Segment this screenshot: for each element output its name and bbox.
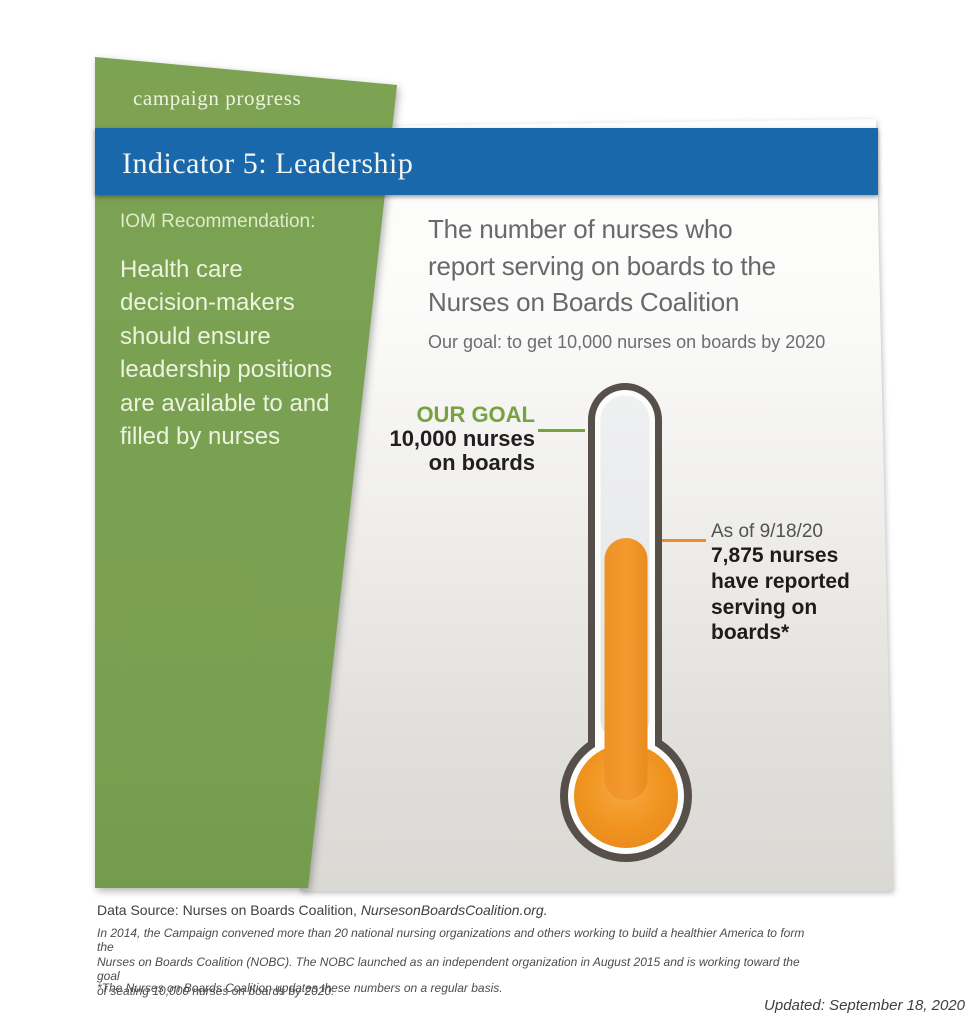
goal-label-group: OUR GOAL 10,000 nurses on boards (335, 403, 535, 474)
data-source-link: NursesonBoardsCoalition.org. (360, 902, 548, 918)
data-source: Data Source: Nurses on Boards Coalition,… (97, 902, 548, 918)
current-label-group: As of 9/18/20 7,875 nurses have reported… (711, 521, 881, 646)
current-as-of: As of 9/18/20 (711, 521, 823, 542)
goal-value: 10,000 nurses on boards (389, 426, 535, 475)
goal-label: OUR GOAL (416, 402, 535, 427)
main-subtitle: Our goal: to get 10,000 nurses on boards… (428, 332, 826, 352)
about-note: In 2014, the Campaign convened more than… (97, 926, 805, 998)
banner-label: campaign progress (133, 86, 302, 110)
thermometer-fill (604, 538, 648, 800)
updated-date: Updated: September 18, 2020 (764, 997, 965, 1014)
thermometer-icon (560, 383, 692, 862)
header-bar: Indicator 5: Leadership (95, 128, 878, 195)
sidebar-heading: IOM Recommendation: (120, 211, 316, 232)
data-source-prefix: Data Source: Nurses on Boards Coalition, (97, 902, 361, 918)
main-title: The number of nurses who report serving … (428, 214, 776, 317)
current-value: 7,875 nurses have reported serving on bo… (711, 544, 850, 645)
page-title: Indicator 5: Leadership (122, 147, 414, 180)
goal-pointer-line (538, 429, 585, 432)
sidebar-recommendation: Health care decision-makers should ensur… (120, 256, 333, 451)
current-pointer-line (662, 539, 706, 542)
footnote: *The Nurses on Boards Coalition updates … (97, 981, 503, 995)
